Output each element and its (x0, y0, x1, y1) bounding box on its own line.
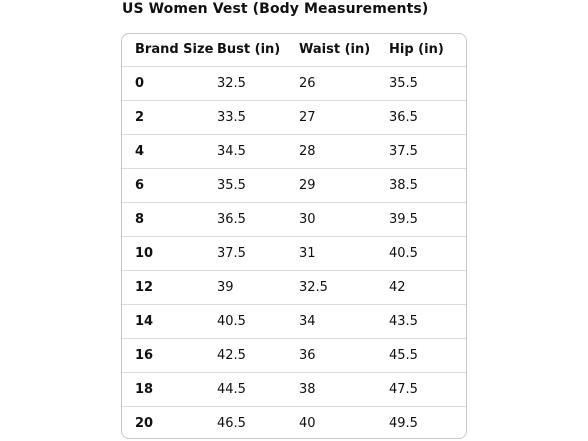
bust-cell: 36.5 (217, 201, 299, 236)
bust-cell: 32.5 (217, 65, 299, 100)
table-body: 0 32.5 26 35.5 2 33.5 27 36.5 4 34.5 28 37.5 6 35.5 29… (122, 65, 466, 438)
bust-cell: 46.5 (217, 405, 299, 438)
column-header-waist: Waist (in) (299, 42, 371, 58)
brand-size-cell: 6 (122, 167, 217, 202)
brand-size-cell: 10 (122, 235, 217, 270)
brand-size-cell: 2 (122, 99, 217, 134)
hip-cell: 37.5 (389, 133, 466, 168)
waist-cell: 29 (299, 167, 389, 202)
table-row: 2 33.5 27 36.5 (122, 99, 466, 134)
hip-cell: 35.5 (389, 65, 466, 100)
bust-cell: 34.5 (217, 133, 299, 168)
table-row: 20 46.5 40 49.5 (122, 405, 466, 438)
waist-cell: 32.5 (299, 269, 389, 304)
waist-cell: 38 (299, 371, 389, 406)
column-header-bust: Bust (in) (217, 42, 281, 58)
table-row: 0 32.5 26 35.5 (122, 65, 466, 100)
table-row: 6 35.5 29 38.5 (122, 167, 466, 202)
waist-cell: 36 (299, 337, 389, 372)
hip-cell: 36.5 (389, 99, 466, 134)
column-header-brand-size: Brand Size (135, 42, 214, 58)
brand-size-cell: 16 (122, 337, 217, 372)
table-row: 4 34.5 28 37.5 (122, 133, 466, 168)
table-row: 14 40.5 34 43.5 (122, 303, 466, 338)
table-row: 10 37.5 31 40.5 (122, 235, 466, 270)
brand-size-cell: 8 (122, 201, 217, 236)
table-row: 8 36.5 30 39.5 (122, 201, 466, 236)
table-row: 18 44.5 38 47.5 (122, 371, 466, 406)
hip-cell: 45.5 (389, 337, 466, 372)
bust-cell: 40.5 (217, 303, 299, 338)
waist-cell: 30 (299, 201, 389, 236)
brand-size-cell: 12 (122, 269, 217, 304)
waist-cell: 28 (299, 133, 389, 168)
brand-size-cell: 20 (122, 405, 217, 438)
hip-cell: 49.5 (389, 405, 466, 438)
hip-cell: 47.5 (389, 371, 466, 406)
hip-cell: 42 (389, 269, 466, 304)
bust-cell: 39 (217, 269, 299, 304)
hip-cell: 39.5 (389, 201, 466, 236)
waist-cell: 31 (299, 235, 389, 270)
brand-size-cell: 14 (122, 303, 217, 338)
bust-cell: 35.5 (217, 167, 299, 202)
bust-cell: 37.5 (217, 235, 299, 270)
waist-cell: 34 (299, 303, 389, 338)
table-header-row: Brand Size Bust (in) Waist (in) Hip (in) (122, 34, 466, 66)
hip-cell: 40.5 (389, 235, 466, 270)
brand-size-cell: 0 (122, 65, 217, 100)
table-title: US Women Vest (Body Measurements) (122, 1, 429, 17)
size-chart-table-container: Brand Size Bust (in) Waist (in) Hip (in)… (121, 33, 467, 439)
waist-cell: 40 (299, 405, 389, 438)
brand-size-cell: 4 (122, 133, 217, 168)
waist-cell: 26 (299, 65, 389, 100)
bust-cell: 42.5 (217, 337, 299, 372)
column-header-hip: Hip (in) (389, 42, 444, 58)
size-chart-table: Brand Size Bust (in) Waist (in) Hip (in)… (122, 34, 466, 438)
table-row: 16 42.5 36 45.5 (122, 337, 466, 372)
hip-cell: 38.5 (389, 167, 466, 202)
hip-cell: 43.5 (389, 303, 466, 338)
bust-cell: 44.5 (217, 371, 299, 406)
table-row: 12 39 32.5 42 (122, 269, 466, 304)
brand-size-cell: 18 (122, 371, 217, 406)
bust-cell: 33.5 (217, 99, 299, 134)
waist-cell: 27 (299, 99, 389, 134)
